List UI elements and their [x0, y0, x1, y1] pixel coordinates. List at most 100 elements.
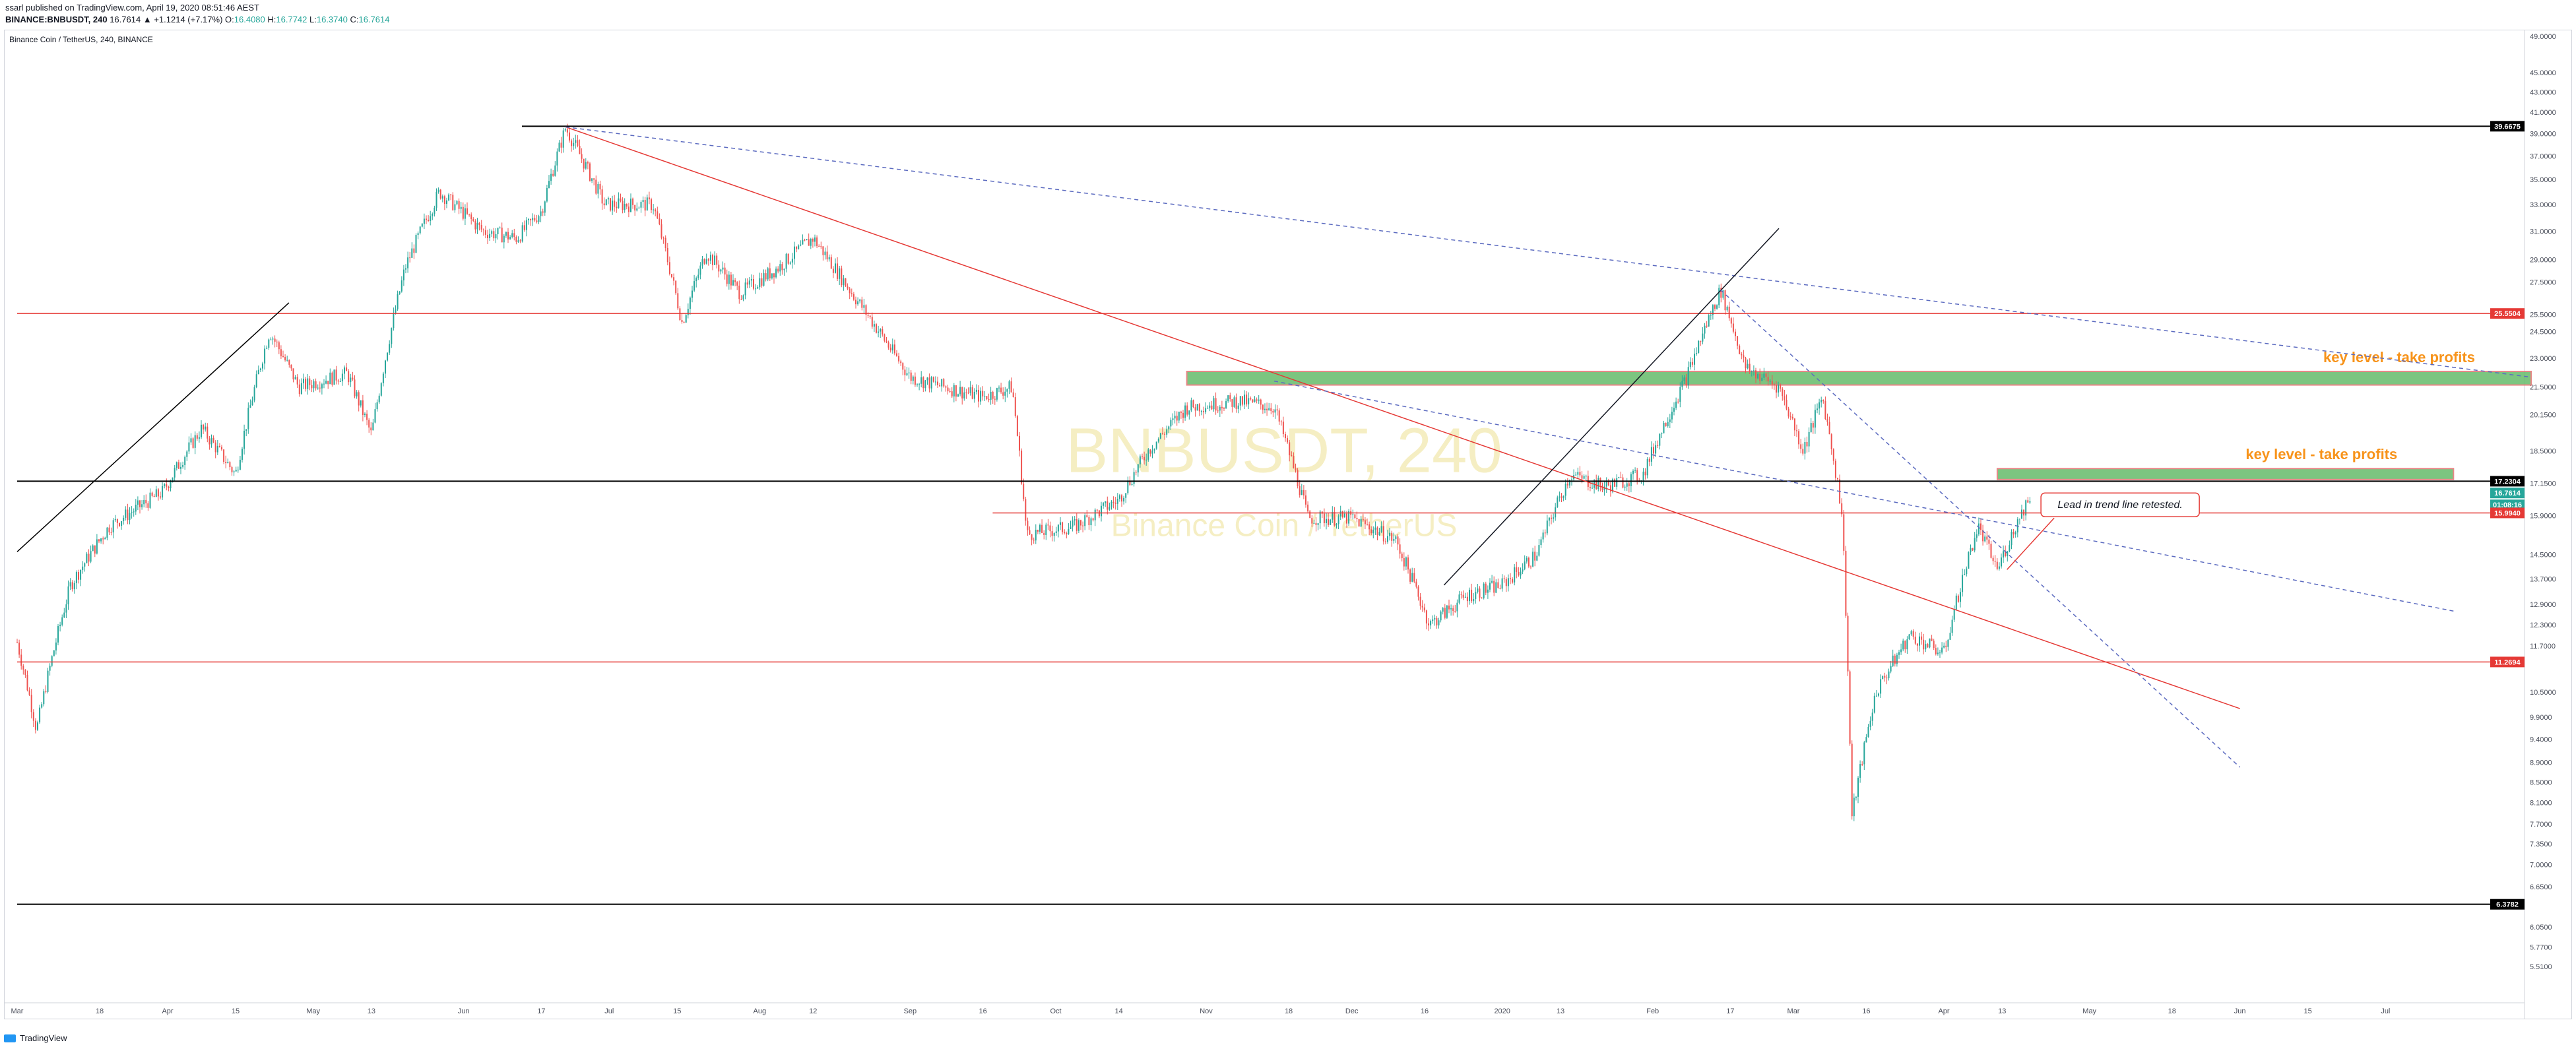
candle-body — [393, 313, 395, 329]
candle-body — [1735, 331, 1736, 336]
candle-body — [1317, 523, 1319, 525]
candle-body — [896, 353, 897, 356]
candle-body — [1644, 471, 1646, 476]
candle-body — [701, 259, 703, 266]
y-tick-label: 10.5000 — [2530, 689, 2556, 697]
candle-body — [1491, 581, 1493, 583]
candle-body — [595, 179, 597, 194]
candle-body — [973, 391, 975, 399]
candle-body — [186, 451, 188, 457]
candle-body — [239, 459, 241, 470]
candle-body — [1047, 524, 1049, 526]
candle-body — [94, 545, 96, 554]
candle-body — [264, 348, 266, 364]
candle-body — [82, 566, 84, 570]
candle-body — [1526, 557, 1528, 562]
candle-body — [166, 484, 168, 487]
candle-body — [1720, 288, 1722, 298]
y-tick-label: 5.5100 — [2530, 963, 2552, 971]
candle-body — [1851, 744, 1853, 817]
candle-body — [1796, 430, 1797, 431]
price-label: 39.6675 — [2494, 123, 2521, 131]
chart-frame — [4, 30, 2572, 1019]
candle-body — [1213, 398, 1215, 410]
price-label-box — [2490, 121, 2525, 132]
tradingview-logo[interactable]: TradingView — [4, 1033, 67, 1043]
candle-body — [402, 269, 404, 280]
candle-body — [610, 198, 611, 211]
candle-body — [1542, 532, 1544, 540]
candle-body — [1755, 370, 1756, 379]
candle-body — [800, 244, 802, 246]
candle-body — [71, 582, 73, 590]
candle-body — [1423, 607, 1425, 611]
price-chart[interactable]: 49.0000 45.0000 43.0000 41.0000 39.0000 37.00… — [4, 30, 2572, 1019]
candle-body — [1824, 401, 1826, 420]
y-tick-label: 8.5000 — [2530, 778, 2552, 786]
candle-body — [90, 551, 92, 562]
change-arrow-icon: ▲ — [143, 15, 152, 24]
candle-body — [1227, 395, 1229, 402]
y-tick-label: 8.1000 — [2530, 799, 2552, 807]
candle-body — [1233, 397, 1235, 407]
candle-body — [975, 389, 977, 392]
candle-body — [1553, 517, 1555, 519]
candle-body — [1908, 634, 1910, 639]
candle-body — [777, 269, 779, 272]
candle-body — [857, 301, 859, 305]
candle-body — [1080, 520, 1081, 526]
candle-body — [1528, 557, 1530, 567]
candle-body — [1029, 530, 1031, 534]
candle-body — [736, 282, 738, 286]
candle-body — [969, 387, 971, 393]
candle-body — [859, 300, 861, 301]
candle-body — [331, 372, 333, 385]
candle-body — [63, 612, 65, 618]
candle-body — [242, 449, 243, 460]
candle-body — [1988, 539, 1990, 544]
candle-body — [1078, 520, 1079, 531]
candle-body — [1925, 644, 1927, 650]
candle-body — [1557, 497, 1559, 508]
candle-body — [1282, 422, 1284, 435]
candle-body — [949, 391, 951, 393]
candle-body — [428, 220, 430, 222]
candle-body — [1642, 471, 1644, 481]
candle-body — [552, 174, 554, 176]
candle-body — [337, 380, 339, 382]
candle-body — [734, 280, 736, 282]
candle-body — [1614, 479, 1616, 487]
candle-body — [290, 364, 292, 369]
candle-body — [1074, 519, 1076, 521]
candle-body — [434, 207, 435, 214]
candle-body — [914, 376, 916, 385]
candle-body — [1068, 529, 1070, 534]
candle-body — [419, 226, 421, 234]
candle-body — [1343, 513, 1345, 518]
candle-body — [1215, 398, 1217, 411]
candle-body — [1477, 588, 1479, 592]
candle-body — [1947, 639, 1949, 647]
x-tick-label: 13 — [1557, 1007, 1564, 1015]
candle-body — [726, 274, 728, 284]
candle-body — [119, 523, 120, 526]
candle-body — [1951, 619, 1953, 633]
candle-body — [889, 347, 891, 351]
candle-body — [102, 538, 104, 540]
zone-label: key level - take profits — [2245, 446, 2397, 462]
trend-line — [1720, 290, 2241, 768]
candle-body — [920, 377, 922, 384]
candle-body — [591, 178, 593, 181]
candle-body — [1241, 396, 1243, 405]
candle-body — [599, 183, 601, 190]
candle-body — [1391, 532, 1393, 541]
candle-body — [1806, 442, 1808, 447]
candle-body — [1986, 536, 1988, 540]
y-tick-label: 14.5000 — [2530, 552, 2556, 559]
candle-body — [910, 372, 912, 381]
candle-body — [2025, 500, 2027, 516]
x-tick-label: 13 — [368, 1007, 375, 1015]
candle-body — [1589, 486, 1591, 488]
candle-body — [730, 274, 732, 286]
candle-body — [560, 143, 562, 148]
